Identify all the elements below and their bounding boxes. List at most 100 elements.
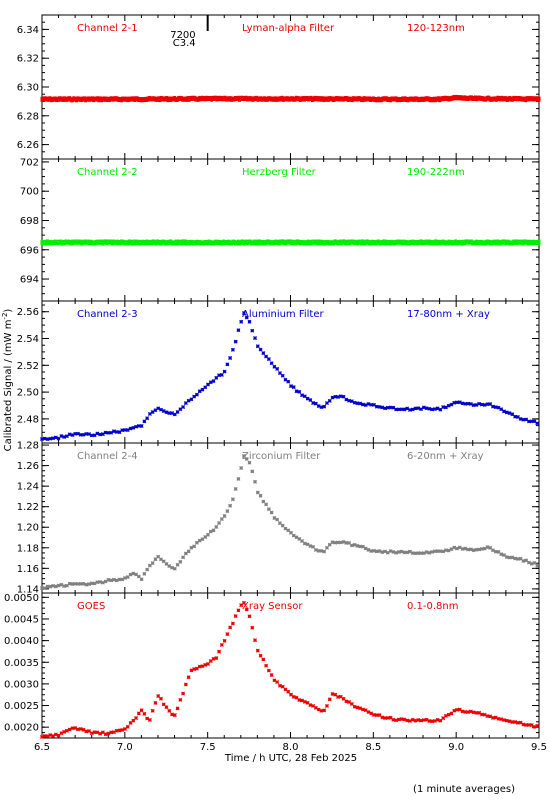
data-point xyxy=(474,547,479,552)
channel-label: Channel 2-2 xyxy=(77,167,138,178)
data-point xyxy=(383,406,388,411)
data-point xyxy=(477,547,482,552)
data-point xyxy=(170,411,174,416)
data-point xyxy=(396,717,401,722)
data-point xyxy=(153,408,158,413)
data-point xyxy=(377,404,382,409)
data-point xyxy=(172,713,177,718)
data-point xyxy=(380,715,385,720)
band-label: 17-80nm + Xray xyxy=(407,309,490,320)
data-point xyxy=(352,542,357,547)
data-point xyxy=(507,555,512,560)
data-point xyxy=(159,557,163,562)
data-point xyxy=(123,428,127,432)
data-point xyxy=(410,407,415,412)
data-point xyxy=(106,577,111,582)
data-point xyxy=(413,406,418,411)
data-point xyxy=(51,583,56,588)
y-tick-label: 2.50 xyxy=(17,388,39,399)
data-point xyxy=(311,544,316,549)
data-point xyxy=(532,419,537,424)
data-point xyxy=(383,716,388,720)
y-tick-label: 2.56 xyxy=(17,307,39,318)
data-point xyxy=(253,336,257,341)
data-point xyxy=(258,653,263,658)
data-point xyxy=(344,540,349,545)
data-point xyxy=(374,549,379,554)
data-point xyxy=(40,586,44,590)
data-point xyxy=(142,711,147,716)
data-point xyxy=(502,409,506,414)
data-point xyxy=(524,723,529,727)
x-tick-label: 6.5 xyxy=(34,742,50,753)
data-point xyxy=(236,608,241,613)
data-point xyxy=(294,389,299,394)
data-point xyxy=(319,548,324,553)
data-point xyxy=(261,657,266,662)
data-point xyxy=(341,394,346,399)
data-point xyxy=(48,584,53,589)
data-point xyxy=(510,555,515,560)
data-point xyxy=(521,722,526,727)
data-point xyxy=(211,528,216,533)
data-point xyxy=(394,550,399,555)
data-point xyxy=(109,730,114,735)
data-point xyxy=(532,724,537,729)
data-point xyxy=(504,555,509,559)
data-point xyxy=(214,525,219,529)
y-tick-label: 0.0045 xyxy=(4,614,39,625)
flare-class-label: C3.4 xyxy=(173,38,196,49)
data-point xyxy=(515,556,520,561)
data-point xyxy=(311,703,316,708)
data-point xyxy=(432,549,437,554)
data-point xyxy=(131,425,136,430)
data-point xyxy=(305,700,310,705)
data-point xyxy=(504,718,509,723)
data-point xyxy=(355,401,360,406)
data-point xyxy=(358,544,363,549)
data-point xyxy=(300,393,305,398)
data-point xyxy=(294,695,299,700)
data-point xyxy=(391,717,396,722)
data-point xyxy=(217,521,222,525)
data-point xyxy=(336,395,340,399)
data-point xyxy=(131,718,136,723)
y-tick-label: 0.0020 xyxy=(4,723,39,734)
data-point xyxy=(316,707,321,712)
data-series xyxy=(40,94,541,103)
data-point xyxy=(264,663,269,668)
footnote: (1 minute averages) xyxy=(413,784,515,795)
y-tick-label: 0.0040 xyxy=(4,636,39,647)
data-point xyxy=(358,706,363,711)
data-point xyxy=(325,401,329,406)
data-point xyxy=(427,406,432,411)
channel-label: GOES xyxy=(77,601,105,612)
data-point xyxy=(156,406,161,411)
data-point xyxy=(247,460,252,465)
data-point xyxy=(114,728,119,733)
data-point xyxy=(402,550,407,555)
data-point xyxy=(491,548,495,553)
data-point xyxy=(471,403,476,408)
data-point xyxy=(485,714,490,719)
data-point xyxy=(59,731,64,736)
data-point xyxy=(228,356,233,360)
data-point xyxy=(319,708,324,713)
data-point xyxy=(253,638,257,643)
data-point xyxy=(206,382,210,387)
data-point xyxy=(482,546,487,551)
data-point xyxy=(468,709,473,714)
data-point xyxy=(291,533,296,538)
data-point xyxy=(496,405,501,410)
data-point xyxy=(325,545,329,550)
data-point xyxy=(266,668,271,673)
data-point xyxy=(405,718,410,723)
data-point xyxy=(305,396,310,401)
data-point xyxy=(460,546,465,551)
y-tick-label: 2.52 xyxy=(17,361,39,372)
data-point xyxy=(275,680,280,684)
data-point xyxy=(499,407,504,412)
y-tick-label: 1.14 xyxy=(17,584,39,595)
data-point xyxy=(269,361,274,366)
y-tick-label: 6.32 xyxy=(17,54,39,65)
